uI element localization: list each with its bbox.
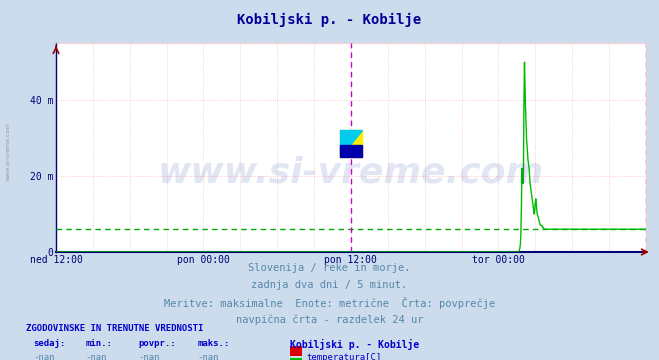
Text: Slovenija / reke in morje.: Slovenija / reke in morje. xyxy=(248,263,411,273)
Polygon shape xyxy=(339,130,362,157)
Text: Kobiljski p. - Kobilje: Kobiljski p. - Kobilje xyxy=(290,339,419,350)
Text: navpična črta - razdelek 24 ur: navpična črta - razdelek 24 ur xyxy=(236,315,423,325)
Text: sedaj:: sedaj: xyxy=(33,339,65,348)
Text: min.:: min.: xyxy=(86,339,113,348)
Text: -nan: -nan xyxy=(198,353,219,360)
Text: temperatura[C]: temperatura[C] xyxy=(306,353,382,360)
Text: -nan: -nan xyxy=(33,353,55,360)
Text: -nan: -nan xyxy=(138,353,160,360)
Bar xyxy=(339,145,362,157)
Text: -nan: -nan xyxy=(86,353,107,360)
Text: povpr.:: povpr.: xyxy=(138,339,176,348)
Text: Meritve: maksimalne  Enote: metrične  Črta: povprečje: Meritve: maksimalne Enote: metrične Črta… xyxy=(164,297,495,309)
Text: www.si-vreme.com: www.si-vreme.com xyxy=(6,121,11,181)
Text: Kobiljski p. - Kobilje: Kobiljski p. - Kobilje xyxy=(237,13,422,27)
Bar xyxy=(339,130,362,157)
Text: www.si-vreme.com: www.si-vreme.com xyxy=(158,156,544,190)
Text: maks.:: maks.: xyxy=(198,339,230,348)
Text: zadnja dva dni / 5 minut.: zadnja dva dni / 5 minut. xyxy=(251,280,408,290)
Text: ZGODOVINSKE IN TRENUTNE VREDNOSTI: ZGODOVINSKE IN TRENUTNE VREDNOSTI xyxy=(26,324,204,333)
